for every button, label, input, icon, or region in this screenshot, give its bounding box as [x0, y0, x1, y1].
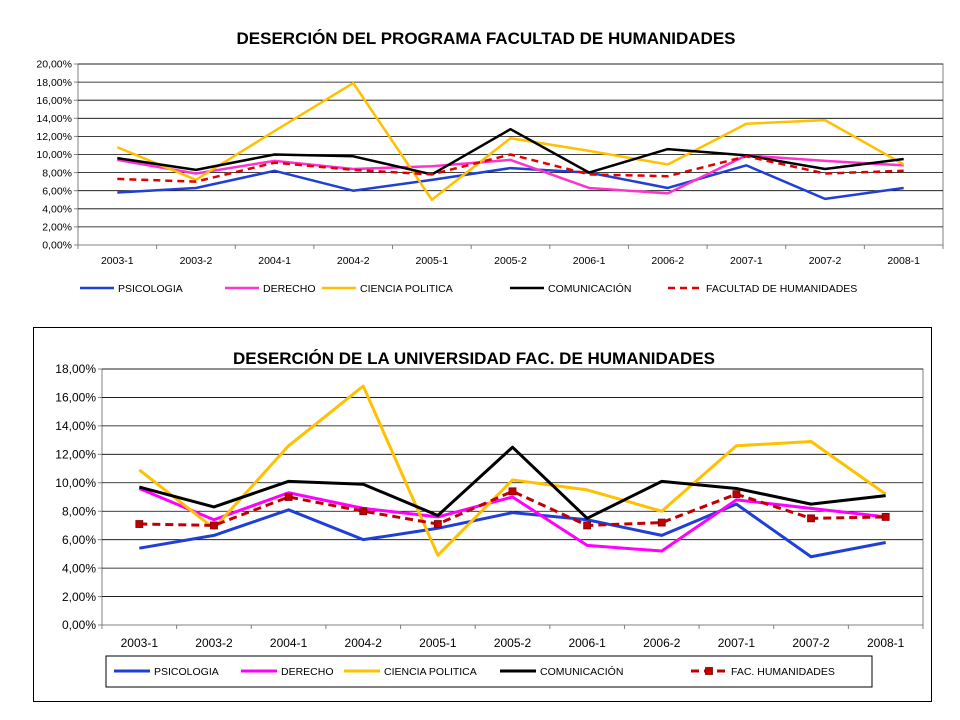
chart-2-point-fac-humanidades — [508, 487, 517, 496]
chart-2-x-tick-label: 2004-1 — [270, 636, 308, 650]
chart-2-x-tick-label: 2003-2 — [195, 636, 233, 650]
chart-1-x-tick-label: 2006-2 — [651, 255, 684, 267]
chart-1-x-tick-label: 2005-1 — [416, 255, 449, 267]
chart-1-title: DESERCIÓN DEL PROGRAMA FACULTAD DE HUMAN… — [237, 29, 736, 48]
chart-1-x-tick-label: 2004-2 — [337, 255, 370, 267]
chart-2-point-fac-humanidades — [433, 520, 442, 528]
chart-2-y-tick-label: 18,00% — [55, 362, 96, 376]
chart-2-point-fac-humanidades — [881, 513, 890, 521]
chart-1-x-tick-label: 2007-2 — [809, 255, 842, 267]
chart-1-series-derecho — [117, 154, 904, 195]
chart-1-y-tick-label: 20,00% — [36, 59, 72, 71]
chart-2-x-tick-label: 2003-1 — [121, 636, 159, 650]
chart-2-point-fac-humanidades — [583, 521, 592, 530]
chart-1-y-tick-label: 18,00% — [36, 77, 72, 89]
chart-2-legend-label-psicologia: PSICOLOGIA — [154, 666, 219, 678]
chart-2-y-tick-label: 16,00% — [55, 391, 96, 405]
chart-2-x-tick-label: 2004-2 — [345, 636, 383, 650]
chart-2-point-fac-humanidades — [135, 520, 144, 528]
chart-2-legend-marker — [705, 667, 713, 675]
chart-universidad-humanidades: DESERCIÓN DE LA UNIVERSIDAD FAC. DE HUMA… — [33, 327, 932, 702]
chart-1-y-tick-label: 6,00% — [42, 185, 72, 197]
chart-1-x-tick-label: 2008-1 — [887, 255, 920, 267]
chart-1-legend-label-ciencia-politica: CIENCIA POLITICA — [360, 283, 453, 295]
chart-2-x-tick-label: 2005-2 — [494, 636, 532, 650]
chart-1-series-psicologia — [117, 164, 904, 201]
chart-2-point-fac-humanidades — [210, 521, 218, 530]
chart-1-series-facultad-de-humanidades — [117, 153, 904, 183]
chart-2-y-tick-label: 0,00% — [62, 618, 96, 632]
chart-1-y-tick-label: 10,00% — [36, 149, 72, 161]
chart-1-y-tick-label: 0,00% — [42, 240, 72, 252]
chart-2-y-tick-label: 14,00% — [55, 419, 96, 433]
chart-1-y-tick-label: 8,00% — [42, 167, 72, 179]
chart-1-y-tick-label: 4,00% — [42, 203, 72, 215]
chart-1-y-tick-label: 2,00% — [42, 222, 72, 234]
chart-1-legend-label-psicologia: PSICOLOGIA — [118, 283, 183, 295]
chart-2-y-tick-label: 2,00% — [62, 590, 96, 604]
chart-2-x-tick-label: 2007-2 — [792, 636, 830, 650]
chart-2-series-fac-humanidades — [139, 489, 886, 527]
chart-2-title: DESERCIÓN DE LA UNIVERSIDAD FAC. DE HUMA… — [233, 349, 715, 368]
chart-2-series-ciencia-politica — [138, 384, 887, 557]
chart-2-svg: DESERCIÓN DE LA UNIVERSIDAD FAC. DE HUMA… — [55, 349, 924, 688]
chart-1-x-tick-label: 2007-1 — [730, 255, 763, 267]
chart-1-legend-label-comunicacion: COMUNICACIÓN — [548, 282, 631, 295]
chart-2-legend-box — [105, 655, 873, 688]
chart-2-series-comunicacion — [138, 445, 886, 520]
chart-2-legend-label-fac-humanidades: FAC. HUMANIDADES — [731, 666, 835, 678]
chart-2-series-psicologia — [139, 502, 886, 559]
chart-1-legend-label-facultad-de-humanidades: FACULTAD DE HUMANIDADES — [706, 283, 857, 295]
chart-1-x-tick-label: 2003-1 — [101, 255, 134, 267]
chart-facultad-humanidades: DESERCIÓN DEL PROGRAMA FACULTAD DE HUMAN… — [0, 0, 960, 308]
chart-2-legend-label-ciencia-politica: CIENCIA POLITICA — [384, 666, 477, 678]
chart-2-x-tick-label: 2007-1 — [718, 636, 756, 650]
chart-2-point-fac-humanidades — [807, 514, 815, 523]
chart-2-y-tick-label: 12,00% — [55, 448, 96, 462]
chart-2-legend-label-derecho: DERECHO — [281, 666, 334, 678]
chart-1-y-tick-label: 12,00% — [36, 131, 72, 143]
chart-1-series-comunicacion — [117, 127, 904, 176]
chart-2-x-tick-label: 2008-1 — [867, 636, 905, 650]
chart-1-svg: DESERCIÓN DEL PROGRAMA FACULTAD DE HUMAN… — [36, 29, 944, 295]
chart-1-y-tick-label: 14,00% — [36, 113, 72, 125]
chart-2-point-fac-humanidades — [657, 518, 666, 527]
chart-1-y-tick-label: 16,00% — [36, 95, 72, 107]
chart-2-y-tick-label: 10,00% — [55, 476, 96, 490]
chart-1-x-tick-label: 2006-1 — [573, 255, 606, 267]
chart-2-y-tick-label: 8,00% — [62, 504, 96, 518]
chart-2-y-tick-label: 6,00% — [62, 533, 96, 547]
chart-2-point-fac-humanidades — [732, 490, 741, 499]
chart-1-x-tick-label: 2004-1 — [258, 255, 291, 267]
chart-2-x-tick-label: 2006-1 — [568, 636, 606, 650]
chart-2-y-tick-label: 4,00% — [62, 561, 96, 575]
chart-2-point-fac-humanidades — [284, 493, 293, 501]
chart-2-legend-label-comunicacion: COMUNICACIÓN — [540, 665, 623, 678]
chart-2-point-fac-humanidades — [359, 507, 368, 516]
chart-1-x-tick-label: 2005-2 — [494, 255, 527, 267]
chart-2-x-tick-label: 2006-2 — [643, 636, 681, 650]
chart-1-legend-label-derecho: DERECHO — [263, 283, 316, 295]
chart-2-x-tick-label: 2005-1 — [419, 636, 457, 650]
chart-1-x-tick-label: 2003-2 — [180, 255, 213, 267]
chart-1-series-ciencia-politica — [116, 81, 905, 201]
